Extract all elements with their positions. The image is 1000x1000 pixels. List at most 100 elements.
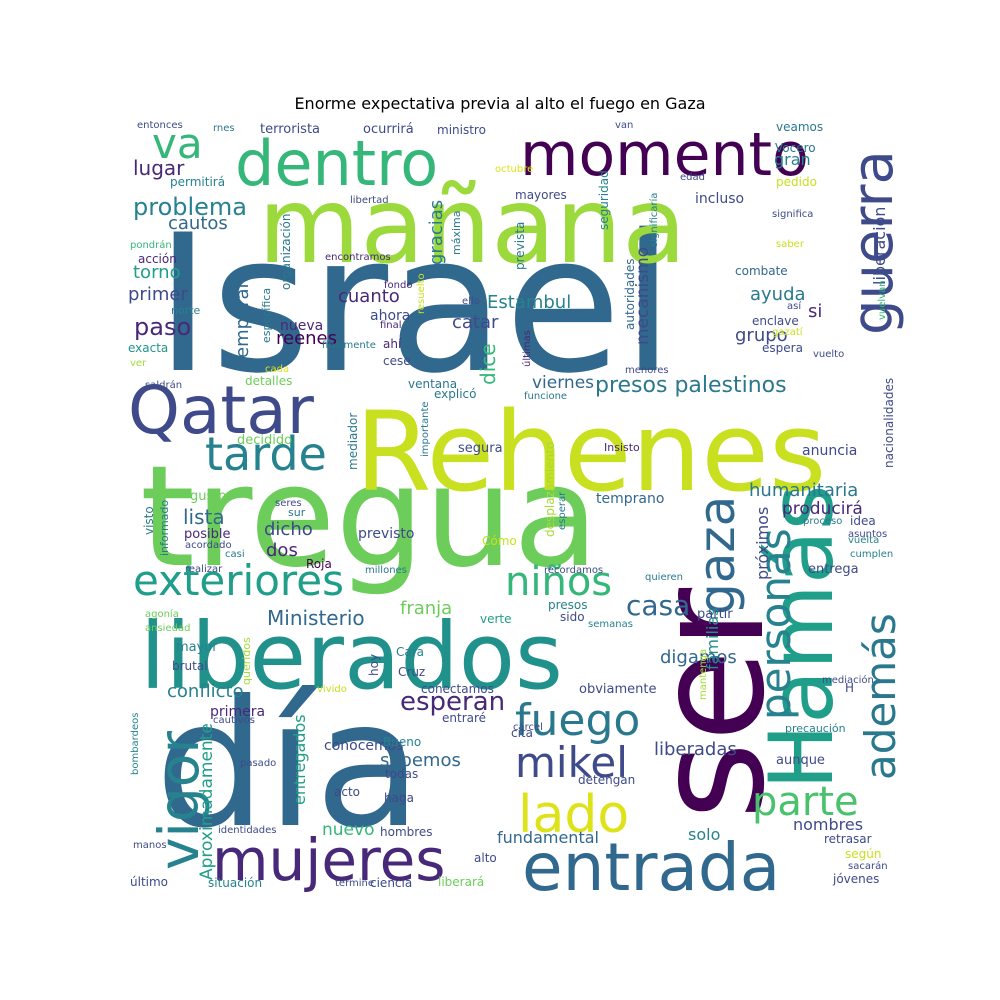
word-pasado: pasado bbox=[240, 758, 276, 769]
word-familias: familias bbox=[703, 608, 722, 671]
word-estambul: Estambul bbox=[487, 292, 571, 313]
word-vivido: vivido bbox=[317, 684, 347, 695]
word-viernes: viernes bbox=[532, 373, 594, 393]
chart-title: Enorme expectativa previa al alto el fue… bbox=[294, 94, 706, 113]
word-ahora: ahora bbox=[370, 308, 410, 324]
word-pedido: pedido bbox=[776, 175, 817, 189]
word-vigor: vigor bbox=[147, 731, 211, 870]
word-ansiedad: ansiedad bbox=[145, 623, 190, 634]
word-carcel: cárcel bbox=[513, 721, 543, 733]
word-tarde: tarde bbox=[205, 427, 327, 481]
word-digamos: digamos bbox=[660, 647, 737, 668]
word-ser: ser bbox=[624, 588, 798, 820]
word-mediacion: mediación bbox=[822, 674, 874, 686]
word-identidades: identidades bbox=[218, 825, 277, 836]
word-fondo: fondo bbox=[384, 280, 412, 291]
word-vuelto: vuelto bbox=[813, 349, 844, 360]
word-significa: significa bbox=[772, 209, 813, 220]
word-ademas: además bbox=[856, 613, 905, 780]
word-dentro: dentro bbox=[235, 127, 438, 200]
word-maxima: máxima bbox=[450, 211, 463, 255]
word-termine: termine bbox=[335, 878, 374, 889]
word-informado: informado bbox=[158, 500, 171, 556]
word-si: si bbox=[808, 301, 822, 322]
word-millones: millones bbox=[365, 565, 407, 576]
word-autoridades: autoridades bbox=[623, 259, 637, 331]
word-dia: día bbox=[155, 664, 422, 867]
word-primer: primer bbox=[128, 284, 188, 305]
word-finalmente: finalmente bbox=[322, 340, 376, 351]
word-recordamos: recordamos bbox=[544, 565, 603, 576]
word-producira: producirá bbox=[782, 499, 863, 519]
word-asi: así bbox=[787, 300, 802, 312]
word-torno: torno bbox=[133, 262, 181, 283]
word-libertad: libertad bbox=[350, 195, 389, 206]
word-nuevo: nuevo bbox=[322, 820, 374, 840]
word-acordado: acordado bbox=[185, 540, 232, 551]
word-obviamente: obviamente bbox=[579, 682, 656, 697]
word-seguridad: seguridad bbox=[597, 170, 611, 230]
word-jovenes: jóvenes bbox=[832, 872, 879, 886]
word-permitira: permitirá bbox=[170, 175, 225, 189]
word-solo: solo bbox=[688, 825, 720, 844]
word-veamos: veamos bbox=[776, 120, 823, 134]
word-anuncia: anuncia bbox=[802, 443, 857, 459]
word-entrada: entrada bbox=[522, 829, 780, 906]
word-especifica: específica bbox=[260, 288, 273, 343]
word-idea: idea bbox=[850, 514, 876, 528]
word-detalles: detalles bbox=[245, 374, 292, 388]
word-cautos: cautos bbox=[168, 213, 228, 234]
word-manana: mañana bbox=[258, 165, 686, 287]
word-funcione: funcione bbox=[524, 391, 567, 402]
word-casa: casa bbox=[626, 589, 690, 622]
word-ocurrira: ocurrirá bbox=[363, 122, 414, 137]
word-liberacion: liberación bbox=[870, 207, 889, 285]
word-israel: Israel bbox=[155, 194, 674, 415]
word-proximos: próximos bbox=[753, 507, 772, 580]
word-posible: posible bbox=[184, 527, 230, 542]
word-gran: gran bbox=[774, 150, 811, 169]
word-fuego: fuego bbox=[515, 695, 640, 746]
word-cautivos: cautivos bbox=[213, 715, 255, 726]
word-sacaran: sacarán bbox=[848, 860, 888, 872]
word-catar: catar bbox=[452, 312, 499, 333]
word-conectamos: conectamos bbox=[421, 682, 494, 696]
word-entregados: entregados bbox=[290, 714, 309, 805]
word-verte: verte bbox=[480, 612, 512, 626]
word-manos: manos bbox=[133, 840, 167, 851]
word-guerra: guerra bbox=[841, 150, 906, 335]
word-primera: primera bbox=[210, 704, 265, 720]
word-exteriores: exteriores bbox=[133, 556, 344, 605]
word-semanas: semanas bbox=[588, 619, 633, 630]
word-quieren: quieren bbox=[645, 572, 683, 583]
word-gusto: gusto bbox=[190, 489, 226, 504]
word-como: Cómo bbox=[482, 534, 517, 548]
word-hombres: hombres bbox=[380, 825, 433, 839]
word-cara: Cara bbox=[396, 645, 424, 659]
word-rnes: rnes bbox=[213, 123, 235, 134]
word-importante: importante bbox=[420, 401, 431, 457]
word-liberadas: liberadas bbox=[654, 739, 737, 760]
word-mayor: mayor bbox=[176, 640, 218, 655]
word-dicho: dicho bbox=[264, 519, 313, 540]
word-ministro: ministro bbox=[437, 123, 486, 137]
word-situacion: situación bbox=[208, 876, 262, 890]
word-espera: espera bbox=[762, 341, 803, 355]
word-accion: acción bbox=[138, 252, 177, 266]
word-cuanto: cuanto bbox=[338, 286, 400, 307]
word-prevista: prevista bbox=[513, 222, 527, 270]
word-va: va bbox=[152, 119, 203, 168]
word-ultimo: último bbox=[130, 875, 168, 889]
word-conocemos: conocemos bbox=[324, 738, 404, 754]
word-conflicto: conflicto bbox=[167, 681, 244, 702]
word-paso: paso bbox=[134, 313, 191, 341]
word-problema: problema bbox=[133, 193, 247, 221]
word-lista: lista bbox=[183, 505, 225, 529]
word-partir: partir bbox=[697, 607, 733, 622]
word-mikel: mikel bbox=[515, 738, 628, 787]
word-sido: sido bbox=[560, 610, 585, 624]
word-precaucion: precaución bbox=[785, 722, 846, 735]
word-entrega: entrega bbox=[808, 562, 859, 577]
word-lugar: lugar bbox=[133, 156, 185, 180]
word-ello: ello bbox=[462, 296, 480, 307]
